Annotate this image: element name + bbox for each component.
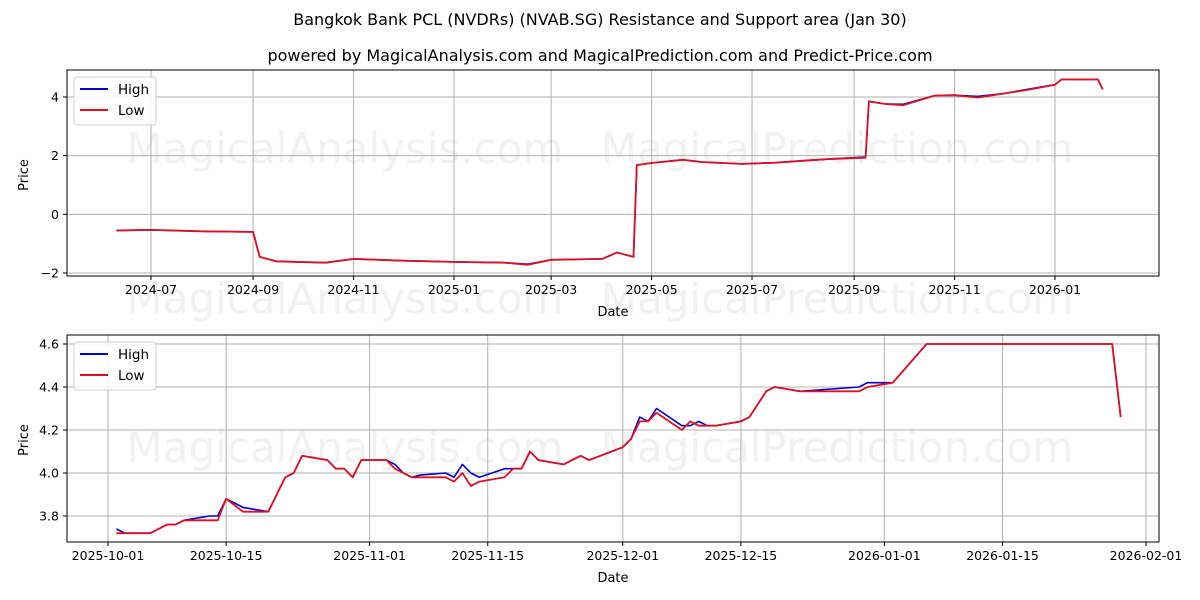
legend-label-low: Low [118,368,145,384]
x-tick-label: 2026-01-15 [966,548,1039,563]
y-tick-label: −2 [41,266,59,281]
x-axis-label: Date [597,571,628,586]
x-tick-label: 2026-02-01 [1110,548,1183,563]
y-tick-label: 4.2 [39,423,59,438]
x-tick-label: 2025-10-15 [190,548,263,563]
x-tick-label: 2024-09 [227,282,279,297]
x-tick-label: 2026-01 [1029,282,1081,297]
series-line-low [116,343,1122,535]
legend-label-high: High [118,82,149,98]
x-tick-label: 2026-01-01 [848,548,921,563]
y-tick-label: 4.4 [39,380,59,395]
y-tick-label: 4.0 [39,466,59,481]
y-tick-label: 3.8 [39,509,59,524]
axes-frame [66,334,1160,543]
watermark: MagicalPrediction.com [601,124,1074,173]
y-tick-label: 4 [51,90,59,105]
chart-title: Bangkok Bank PCL (NVDRs) (NVAB.SG) Resis… [293,10,907,29]
chart-panel-2: MagicalAnalysis.com MagicalPrediction.com… [17,334,1183,586]
x-axis-label: Date [597,305,628,320]
watermark: MagicalPrediction.com [601,423,1074,472]
watermark: MagicalAnalysis.com [127,423,564,472]
series-line-low [116,78,1104,266]
legend-label-low: Low [118,103,145,119]
x-tick-label: 2025-05 [625,282,677,297]
watermark: MagicalAnalysis.com [127,274,564,323]
watermark: MagicalPrediction.com [601,274,1074,323]
x-tick-label: 2024-11 [327,282,379,297]
legend-label-high: High [118,347,149,363]
watermark: MagicalAnalysis.com [127,124,564,173]
y-tick-label: 2 [51,148,59,163]
chart-subtitle: powered by MagicalAnalysis.com and Magic… [267,46,933,65]
axes-frame [66,69,1160,277]
chart-panel-1: MagicalAnalysis.com MagicalPrediction.com… [17,69,1160,323]
x-tick-label: 2025-03 [525,282,577,297]
y-axis-label: Price [17,159,32,191]
x-tick-label: 2025-11-15 [451,548,524,563]
x-tick-label: 2025-07 [726,282,778,297]
x-tick-label: 2025-12-15 [705,548,778,563]
x-tick-label: 2025-11 [928,282,980,297]
x-tick-label: 2025-11-01 [333,548,406,563]
y-tick-label: 4.6 [39,337,59,352]
x-tick-label: 2025-12-01 [586,548,659,563]
legend: High Low [73,76,157,126]
legend: High Low [73,341,157,391]
y-tick-label: 0 [51,207,59,222]
x-tick-label: 2024-07 [125,282,177,297]
x-tick-label: 2025-01 [428,282,480,297]
x-tick-label: 2025-10-01 [72,548,145,563]
x-tick-label: 2025-09 [828,282,880,297]
y-axis-label: Price [17,424,32,456]
